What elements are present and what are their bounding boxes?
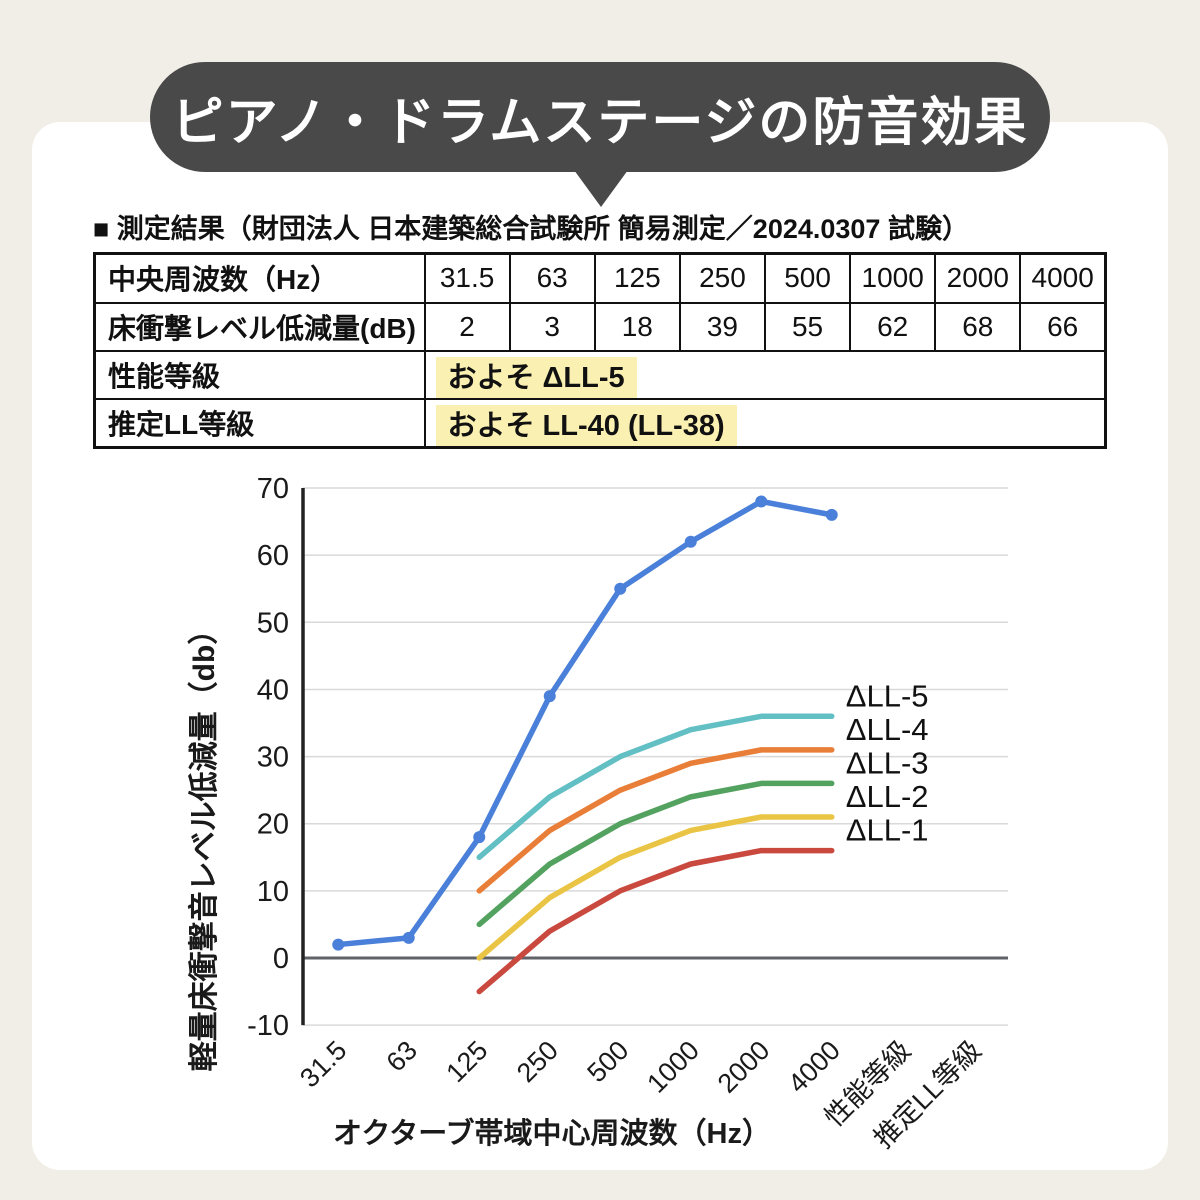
- reduction-cell: 39: [678, 301, 767, 352]
- y-tick-label: 60: [257, 540, 289, 572]
- series-line-dll2: [476, 814, 835, 961]
- data-point-measured: [755, 495, 768, 508]
- frequency-cell: 250: [678, 252, 767, 304]
- y-tick-label: -10: [247, 1010, 289, 1042]
- series-line-dll1: [476, 847, 835, 995]
- y-tick-label: 10: [257, 876, 289, 908]
- table-row-performance-grade: 性能等級 およそ ΔLL-5: [93, 349, 1107, 400]
- x-axis-title: オクターブ帯域中心周波数（Hz）: [333, 1116, 771, 1150]
- results-table: 中央周波数（Hz） 31.5 63 125 250 500 1000 2000 …: [93, 252, 1107, 449]
- y-axis-title: 軽量床衝撃音レベル低減量（db）: [187, 615, 221, 1072]
- title-banner: ピアノ・ドラムステージの防音効果: [150, 62, 1050, 172]
- reduction-cell: 55: [763, 301, 852, 352]
- x-tick-label: 125: [440, 1035, 493, 1088]
- reduction-cell: 66: [1019, 301, 1107, 352]
- row-label-frequency: 中央周波数（Hz）: [93, 252, 426, 304]
- table-row-estimated-ll-grade: 推定LL等級 およそ LL-40 (LL-38): [93, 397, 1107, 449]
- series-label-dll3: ΔLL-3: [846, 745, 929, 780]
- x-tick-label: 250: [511, 1035, 564, 1088]
- x-tick-label: 1000: [641, 1035, 705, 1099]
- performance-grade-cell: およそ ΔLL-5: [423, 349, 1107, 400]
- series-label-dll5: ΔLL-5: [846, 678, 929, 713]
- measurement-heading: ■ 測定結果（財団法人 日本建築総合試験所 簡易測定／2024.0307 試験）: [93, 214, 969, 244]
- row-label-reduction: 床衝撃レベル低減量(dB): [93, 301, 426, 352]
- series-line-measured: [335, 498, 835, 948]
- table-row-frequency: 中央周波数（Hz） 31.5 63 125 250 500 1000 2000 …: [93, 252, 1107, 304]
- frequency-cell: 31.5: [423, 252, 511, 304]
- page-title: ピアノ・ドラムステージの防音効果: [171, 93, 1029, 152]
- y-tick-label: 40: [257, 674, 289, 706]
- frequency-cell: 63: [508, 252, 596, 304]
- y-tick-label: 70: [257, 473, 289, 505]
- x-tick-label: 500: [581, 1035, 634, 1088]
- reduction-cell: 18: [593, 301, 681, 352]
- row-label-performance-grade: 性能等級: [93, 349, 426, 400]
- y-tick-label: 20: [257, 809, 289, 841]
- series-line-dll3: [476, 780, 835, 928]
- estimated-ll-grade-cell: およそ LL-40 (LL-38): [423, 397, 1107, 449]
- x-tick-label: 63: [381, 1035, 423, 1077]
- series-line-dll5: [476, 713, 835, 861]
- reduction-cell: 62: [849, 301, 937, 352]
- frequency-cell: 500: [763, 252, 852, 304]
- series-label-dll4: ΔLL-4: [846, 712, 929, 747]
- series-line-dll4: [476, 747, 835, 894]
- reduction-cell: 3: [508, 301, 596, 352]
- data-point-measured: [402, 931, 415, 944]
- data-point-measured: [332, 938, 345, 951]
- performance-grade-value: およそ ΔLL-5: [435, 356, 637, 397]
- y-tick-label: 30: [257, 742, 289, 774]
- x-tick-label: 4000: [782, 1035, 846, 1099]
- banner-tail-pointer: [574, 170, 628, 207]
- frequency-cell: 2000: [934, 252, 1022, 304]
- series-label-dll2: ΔLL-2: [846, 779, 929, 814]
- table-row-reduction: 床衝撃レベル低減量(dB) 2 3 18 39 55 62 68 66: [93, 301, 1107, 352]
- data-point-measured: [684, 535, 697, 548]
- reduction-cell: 68: [934, 301, 1022, 352]
- series-label-dll1: ΔLL-1: [846, 813, 929, 848]
- estimated-ll-grade-value: およそ LL-40 (LL-38): [435, 404, 737, 446]
- frequency-cell: 4000: [1019, 252, 1107, 304]
- data-point-measured: [543, 690, 556, 703]
- frequency-cell: 1000: [849, 252, 937, 304]
- frequency-cell: 125: [593, 252, 681, 304]
- y-tick-label: 50: [257, 607, 289, 639]
- data-point-measured: [473, 831, 486, 844]
- y-tick-label: 0: [273, 943, 289, 975]
- x-tick-label: 31.5: [294, 1035, 352, 1093]
- x-tick-label: 2000: [712, 1035, 776, 1099]
- row-label-estimated-ll-grade: 推定LL等級: [93, 397, 426, 449]
- data-point-measured: [825, 508, 838, 521]
- data-point-measured: [614, 582, 627, 595]
- reduction-cell: 2: [423, 301, 511, 352]
